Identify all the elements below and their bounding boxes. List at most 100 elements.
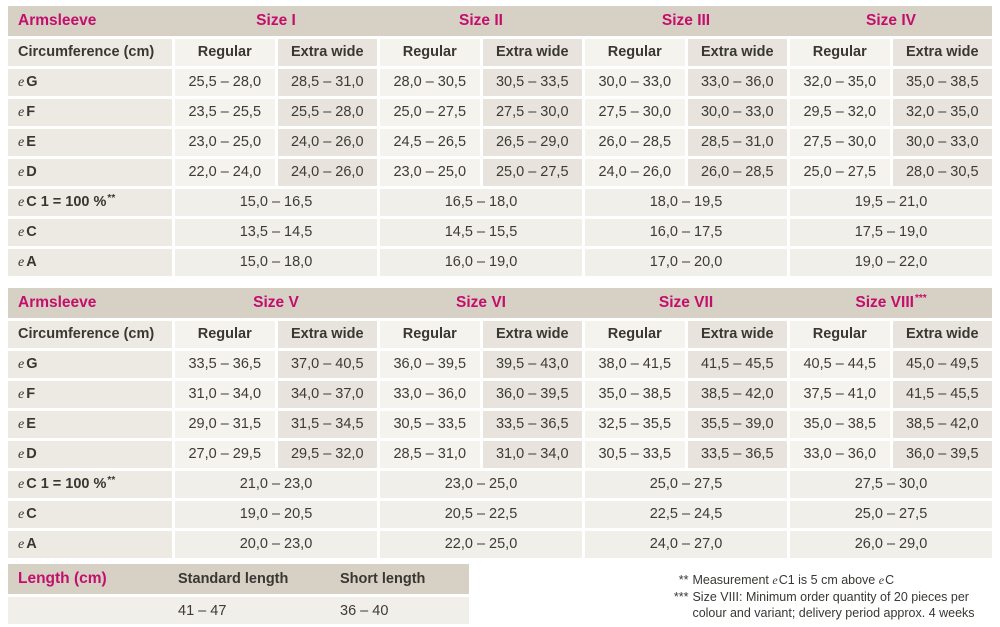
- merged-value-cell: 16,0 – 17,5: [585, 219, 787, 246]
- value-cell: 25,5 – 28,0: [175, 69, 275, 96]
- length-col-standard: Standard length: [178, 571, 289, 587]
- merged-value-cell: 27,5 – 30,0: [790, 471, 992, 498]
- value-cell: 30,5 – 33,5: [585, 441, 685, 468]
- footnote-measurement: ** Measurement eC1 is 5 cm above eC: [665, 572, 992, 589]
- merged-value-cell: 15,0 – 18,0: [175, 249, 377, 276]
- length-col-short: Short length: [340, 571, 426, 587]
- col-header-regular: Regular: [585, 321, 685, 348]
- value-cell: 28,0 – 30,5: [892, 159, 992, 186]
- value-cell: 38,0 – 41,5: [585, 351, 685, 378]
- col-header-extra-wide: Extra wide: [482, 39, 582, 66]
- merged-value-cell: 18,0 – 19,5: [585, 189, 787, 216]
- value-cell: 23,0 – 25,0: [175, 129, 275, 156]
- footnote-text: Size VIII: Minimum order quantity of 20 …: [692, 589, 975, 620]
- value-cell: 26,0 – 28,5: [585, 129, 685, 156]
- size-header-3: Size III: [661, 12, 711, 30]
- value-cell: 29,5 – 32,0: [790, 99, 890, 126]
- value-cell: 27,0 – 29,5: [175, 441, 275, 468]
- merged-value-cell: 21,0 – 23,0: [175, 471, 377, 498]
- value-cell: 40,5 – 44,5: [790, 351, 890, 378]
- value-cell: 37,5 – 41,0: [790, 381, 890, 408]
- size-table-1-4: Armsleeve Size I Size II Size III Size IV Cir…: [8, 6, 992, 276]
- value-cell: 31,5 – 34,5: [277, 411, 377, 438]
- merged-value-cell: 15,0 – 16,5: [175, 189, 377, 216]
- size-header-4: Size IV: [866, 12, 916, 30]
- table-title: Armsleeve: [18, 12, 97, 30]
- size-header-2: Size II: [459, 12, 503, 30]
- length-table-title: Length (cm): [18, 570, 107, 587]
- col-header-extra-wide: Extra wide: [277, 39, 377, 66]
- footnote-size-viii: *** Size VIII: Minimum order quantity of…: [665, 589, 992, 622]
- value-cell: 31,0 – 34,0: [482, 441, 582, 468]
- length-table-row: 41 – 47 36 – 40: [8, 597, 470, 624]
- footnote-marker: **: [678, 573, 689, 587]
- merged-value-cell: 24,0 – 27,0: [585, 531, 787, 558]
- standard-length-value: 41 – 47: [178, 602, 227, 619]
- merged-value-cell: 22,5 – 24,5: [585, 501, 787, 528]
- col-header-regular: Regular: [175, 39, 275, 66]
- table-header-band: [8, 6, 992, 36]
- bottom-section: Length (cm) Standard length Short length…: [8, 564, 992, 624]
- col-header-regular: Regular: [790, 321, 890, 348]
- value-cell: 32,0 – 35,0: [790, 69, 890, 96]
- size-header-1: Size I: [256, 12, 296, 30]
- merged-value-cell: 20,5 – 22,5: [380, 501, 582, 528]
- value-cell: 24,0 – 26,0: [277, 159, 377, 186]
- value-cell: 36,0 – 39,5: [380, 351, 480, 378]
- value-cell: 29,5 – 32,0: [277, 441, 377, 468]
- value-cell: 35,5 – 39,0: [687, 411, 787, 438]
- value-cell: 30,0 – 33,0: [585, 69, 685, 96]
- merged-value-cell: 19,0 – 22,0: [790, 249, 992, 276]
- value-cell: 28,5 – 31,0: [380, 441, 480, 468]
- value-cell: 38,5 – 42,0: [687, 381, 787, 408]
- row-header: Circumference (cm): [8, 39, 172, 66]
- value-cell: 30,5 – 33,5: [482, 69, 582, 96]
- merged-value-cell: 17,5 – 19,0: [790, 219, 992, 246]
- value-cell: 35,0 – 38,5: [892, 69, 992, 96]
- merged-value-cell: 16,5 – 18,0: [380, 189, 582, 216]
- col-header-extra-wide: Extra wide: [687, 321, 787, 348]
- value-cell: 33,0 – 36,0: [790, 441, 890, 468]
- col-header-regular: Regular: [585, 39, 685, 66]
- merged-value-cell: 14,5 – 15,5: [380, 219, 582, 246]
- value-cell: 29,0 – 31,5: [175, 411, 275, 438]
- value-cell: 31,0 – 34,0: [175, 381, 275, 408]
- value-cell: 28,5 – 31,0: [277, 69, 377, 96]
- size-header-2: Size VI: [456, 294, 506, 312]
- col-header-extra-wide: Extra wide: [482, 321, 582, 348]
- value-cell: 24,0 – 26,0: [585, 159, 685, 186]
- value-cell: 39,5 – 43,0: [482, 351, 582, 378]
- merged-value-cell: 25,0 – 27,5: [790, 501, 992, 528]
- value-cell: 23,0 – 25,0: [380, 159, 480, 186]
- col-header-extra-wide: Extra wide: [687, 39, 787, 66]
- col-header-regular: Regular: [380, 39, 480, 66]
- value-cell: 33,0 – 36,0: [380, 381, 480, 408]
- col-header-extra-wide: Extra wide: [892, 39, 992, 66]
- value-cell: 28,0 – 30,5: [380, 69, 480, 96]
- value-cell: 37,0 – 40,5: [277, 351, 377, 378]
- col-header-extra-wide: Extra wide: [277, 321, 377, 348]
- value-cell: 34,0 – 37,0: [277, 381, 377, 408]
- short-length-value: 36 – 40: [340, 602, 389, 619]
- value-cell: 33,5 – 36,5: [687, 441, 787, 468]
- value-cell: 36,0 – 39,5: [892, 441, 992, 468]
- value-cell: 23,5 – 25,5: [175, 99, 275, 126]
- col-header-regular: Regular: [175, 321, 275, 348]
- value-cell: 30,0 – 33,0: [892, 129, 992, 156]
- value-cell: 41,5 – 45,5: [687, 351, 787, 378]
- merged-value-cell: 23,0 – 25,0: [380, 471, 582, 498]
- value-cell: 26,5 – 29,0: [482, 129, 582, 156]
- merged-value-cell: 22,0 – 25,0: [380, 531, 582, 558]
- size-table-5-8: Armsleeve Size V Size VI Size VII Size VIII *…: [8, 288, 992, 558]
- merged-value-cell: 17,0 – 20,0: [585, 249, 787, 276]
- col-header-regular: Regular: [380, 321, 480, 348]
- size-header-4: Size VIII ***: [855, 293, 927, 312]
